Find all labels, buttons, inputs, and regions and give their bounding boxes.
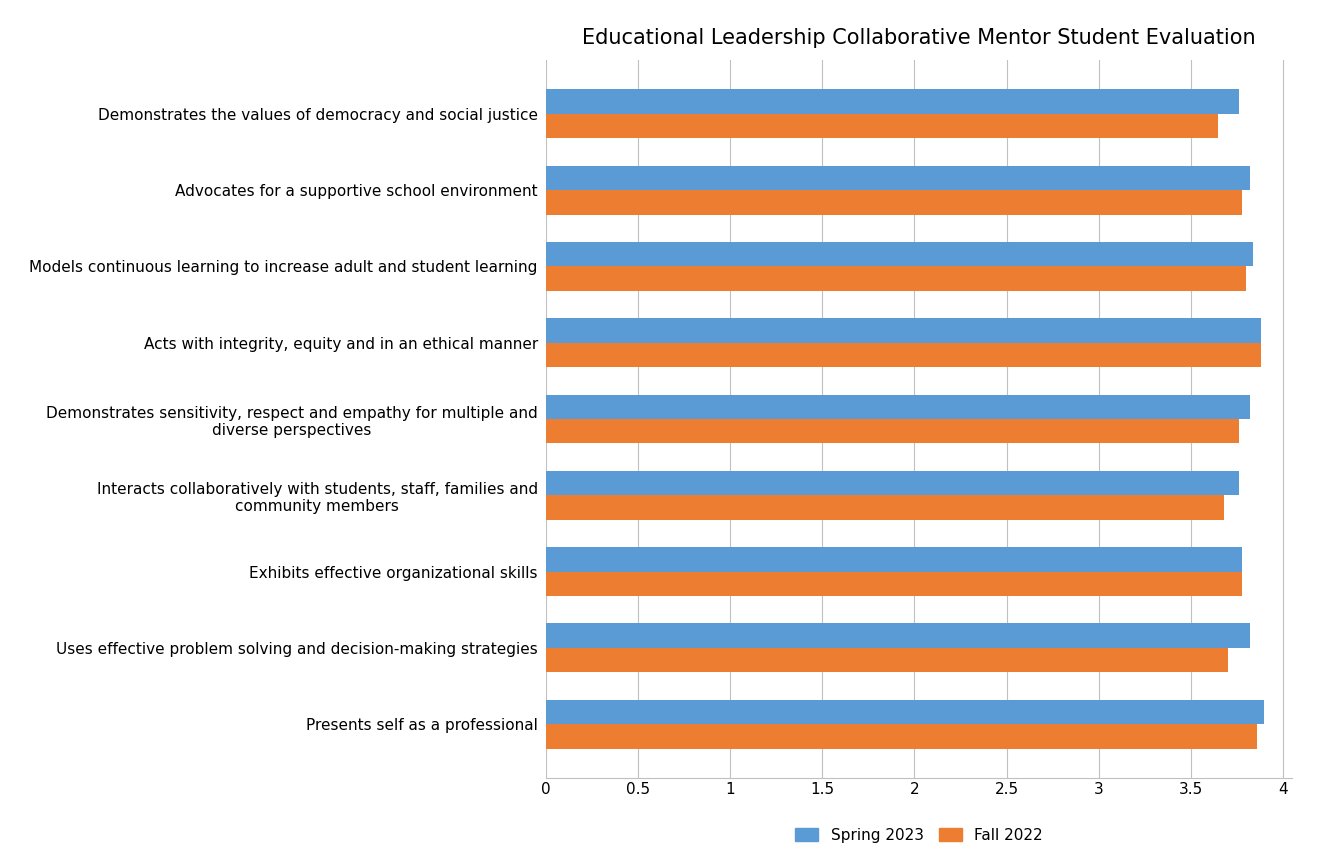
Bar <box>546 242 1253 266</box>
Legend: Spring 2023, Fall 2022: Spring 2023, Fall 2022 <box>790 822 1048 848</box>
Bar <box>546 395 1249 419</box>
Bar <box>546 547 1243 572</box>
Bar <box>546 419 1239 443</box>
Bar <box>546 648 1228 672</box>
Bar <box>546 114 1219 138</box>
Bar <box>546 724 1257 748</box>
Bar <box>546 318 1260 343</box>
Bar <box>546 495 1224 520</box>
Bar <box>546 471 1239 495</box>
Bar <box>546 700 1264 724</box>
Title: Educational Leadership Collaborative Mentor Student Evaluation: Educational Leadership Collaborative Men… <box>582 28 1256 48</box>
Bar <box>546 166 1249 190</box>
Bar <box>546 266 1245 291</box>
Bar <box>546 343 1260 367</box>
Bar <box>546 572 1243 596</box>
Bar <box>546 624 1249 648</box>
Bar <box>546 190 1243 214</box>
Bar <box>546 90 1239 114</box>
